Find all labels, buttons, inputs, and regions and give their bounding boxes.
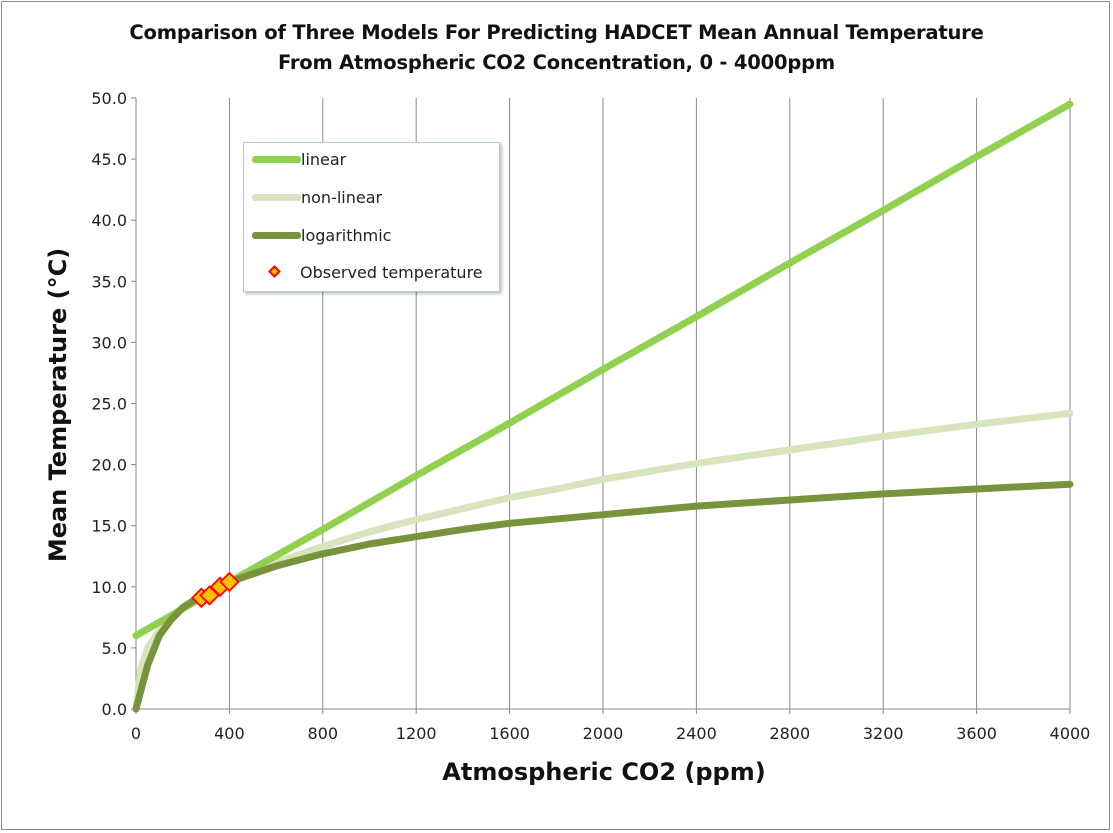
x-tick-label: 4000 bbox=[1050, 724, 1091, 743]
x-tick-label: 400 bbox=[214, 724, 245, 743]
y-tick-label: 5.0 bbox=[102, 639, 127, 658]
x-tick-label: 800 bbox=[308, 724, 339, 743]
x-tick-label: 2400 bbox=[676, 724, 717, 743]
series-line-linear bbox=[132, 100, 1074, 640]
y-tick-label: 30.0 bbox=[91, 333, 127, 352]
y-axis-title: Mean Temperature (°C) bbox=[44, 248, 72, 562]
y-tick-label: 10.0 bbox=[91, 578, 127, 597]
y-tick-label: 45.0 bbox=[91, 150, 127, 169]
x-tick-label: 1200 bbox=[396, 724, 437, 743]
legend: linear non-linear logarithmic Observed t… bbox=[243, 142, 500, 292]
chart-subtitle: From Atmospheric CO2 Concentration, 0 - … bbox=[277, 51, 836, 74]
x-tick-label: 2800 bbox=[769, 724, 810, 743]
x-tick-label: 3600 bbox=[956, 724, 997, 743]
x-tick-label: 3200 bbox=[863, 724, 904, 743]
legend-item-non-linear: non-linear bbox=[244, 187, 499, 209]
y-tick-label: 40.0 bbox=[91, 211, 127, 230]
series-line-logarithmic bbox=[132, 480, 1074, 713]
x-tick-label: 1600 bbox=[489, 724, 530, 743]
x-axis-title: Atmospheric CO2 (ppm) bbox=[442, 758, 765, 786]
x-tick-label: 2000 bbox=[583, 724, 624, 743]
legend-item-observed: Observed temperature bbox=[244, 262, 499, 284]
y-tick-label: 0.0 bbox=[102, 700, 127, 719]
legend-label-observed: Observed temperature bbox=[300, 263, 483, 282]
y-tick-label: 25.0 bbox=[91, 395, 127, 414]
legend-swatch-non-linear bbox=[252, 194, 301, 201]
chart-title-line1: Comparison of Three Models For Predictin… bbox=[129, 21, 984, 44]
legend-item-linear: linear bbox=[244, 149, 499, 171]
observed-point bbox=[219, 571, 240, 593]
x-tick-label: 0 bbox=[131, 724, 141, 743]
legend-label-logarithmic: logarithmic bbox=[301, 226, 392, 245]
legend-swatch-linear bbox=[252, 156, 301, 163]
legend-item-logarithmic: logarithmic bbox=[244, 225, 499, 247]
y-tick-label: 20.0 bbox=[91, 456, 127, 475]
y-tick-label: 50.0 bbox=[91, 89, 127, 108]
y-tick-label: 15.0 bbox=[91, 517, 127, 536]
legend-label-non-linear: non-linear bbox=[301, 188, 383, 207]
y-tick-label: 35.0 bbox=[91, 272, 127, 291]
diamond-marker-icon bbox=[268, 265, 281, 278]
legend-swatch-logarithmic bbox=[252, 232, 301, 239]
legend-label-linear: linear bbox=[301, 150, 347, 169]
